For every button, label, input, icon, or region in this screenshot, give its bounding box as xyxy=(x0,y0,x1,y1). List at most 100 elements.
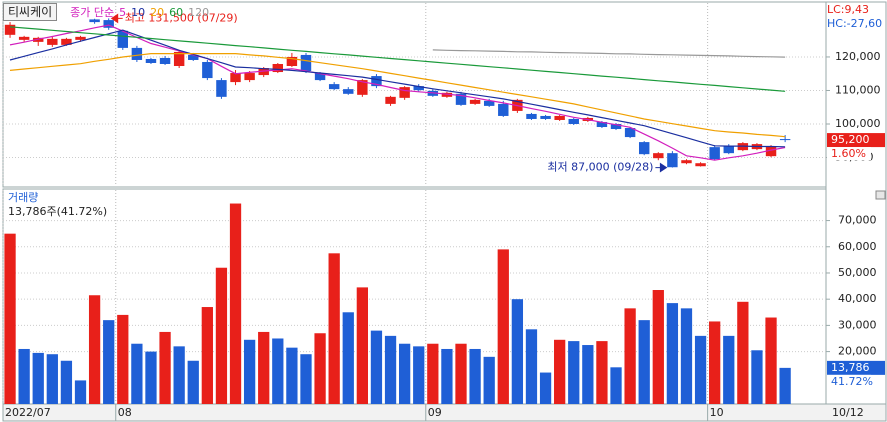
ma-label: 종가 단순 xyxy=(70,6,115,19)
candle-body xyxy=(385,96,396,104)
volume-bar xyxy=(497,249,509,404)
volume-bar xyxy=(201,307,213,404)
candle-body xyxy=(695,163,706,167)
candle-body xyxy=(145,58,157,63)
last-date: 10/12 xyxy=(832,406,864,419)
volume-bar xyxy=(117,314,129,404)
volume-bar xyxy=(441,348,453,404)
x-tick-label: 2022/07 xyxy=(5,406,51,419)
moving-average xyxy=(9,26,786,92)
volume-bar xyxy=(694,335,707,404)
legend-entry: 10 xyxy=(131,5,146,19)
volume-bar xyxy=(779,367,791,404)
volume-bar xyxy=(18,348,30,404)
legend-entry: 20 xyxy=(150,5,165,19)
candle-body xyxy=(230,73,241,83)
legend-entry: 60 xyxy=(169,5,184,19)
volume-bar xyxy=(215,267,228,404)
volume-bar xyxy=(60,360,73,404)
volume-bar xyxy=(32,352,44,404)
indicator: HC:-27,60 xyxy=(827,17,882,30)
low-arrow xyxy=(655,162,668,173)
candle-body xyxy=(371,76,382,87)
moving-average xyxy=(9,24,786,161)
candle-body xyxy=(159,57,171,64)
indicator: LC:9,43 xyxy=(827,3,869,16)
candle-body xyxy=(4,24,16,35)
candle-body xyxy=(244,73,255,81)
y-tick-label: 120,000 xyxy=(835,50,881,63)
volume-bar xyxy=(159,331,171,404)
stock-name: 티씨케이 xyxy=(3,3,58,21)
candle-body xyxy=(483,100,495,106)
volume-bar xyxy=(46,354,58,404)
y-tick-label: 110,000 xyxy=(835,83,881,96)
volume-bar xyxy=(258,331,270,404)
candle-body xyxy=(89,19,100,23)
change: 1.60% xyxy=(831,147,866,160)
volume-bar xyxy=(427,343,439,404)
volume-bar xyxy=(610,367,622,404)
candle-body xyxy=(47,38,58,45)
last-volume-box xyxy=(827,360,885,375)
volume-bar xyxy=(568,341,580,404)
candle-body xyxy=(357,80,368,95)
volume-bar xyxy=(652,290,664,404)
volume-ratio: 41.72% xyxy=(831,375,873,388)
volume-bar xyxy=(398,343,411,404)
x-tick-label: 10 xyxy=(710,406,724,419)
volume-bar xyxy=(173,346,185,404)
volume-bar xyxy=(272,338,284,404)
volume-subtitle: 13,786주(41.72%) xyxy=(8,205,107,218)
volume-bar xyxy=(554,339,566,404)
candle-body xyxy=(498,103,509,116)
volume-bar xyxy=(103,320,115,404)
y-tick-label: 70,000 xyxy=(838,214,877,227)
candle-body xyxy=(540,115,551,119)
volume-bar xyxy=(723,335,735,404)
candle-body xyxy=(413,86,424,91)
y-tick-label: 50,000 xyxy=(838,266,877,279)
volume-bar xyxy=(286,347,298,404)
volume-bar xyxy=(751,350,763,404)
legend-entry: 120 xyxy=(188,5,210,19)
volume-bar xyxy=(328,253,340,404)
candle-body xyxy=(624,128,636,138)
volume-bar xyxy=(4,233,16,404)
volume-bar xyxy=(145,351,157,404)
candle-body xyxy=(638,142,650,155)
candle-body xyxy=(286,56,298,67)
candle-body xyxy=(131,47,143,60)
volume-bar xyxy=(243,339,256,404)
volume-bar xyxy=(88,295,101,404)
volume-bar xyxy=(483,356,495,404)
candle-body xyxy=(765,146,777,157)
volume-bar xyxy=(370,330,383,404)
volume-bar xyxy=(74,380,87,404)
candle-body xyxy=(526,113,537,119)
volume-bar xyxy=(131,343,143,404)
volume-bar xyxy=(300,354,312,404)
moving-average xyxy=(9,53,786,138)
candle-body xyxy=(61,38,72,45)
x-tick-label: 08 xyxy=(118,406,132,419)
candle-body xyxy=(709,147,720,160)
volume-bar xyxy=(342,312,354,404)
volume-bar xyxy=(737,301,749,404)
y-tick-label: 40,000 xyxy=(838,292,877,305)
candle-body xyxy=(188,54,199,60)
candle-body xyxy=(103,20,114,28)
moving-average xyxy=(432,49,786,58)
volume-bar xyxy=(469,348,481,404)
candle-body xyxy=(779,139,791,141)
panel-button[interactable] xyxy=(875,190,886,200)
volume-bar xyxy=(709,321,721,404)
candle-body xyxy=(554,115,565,120)
candle-body xyxy=(33,37,44,42)
last-price: 95,200 xyxy=(831,133,870,146)
candle-body xyxy=(681,160,692,164)
volume-bar xyxy=(638,320,650,404)
volume-bar xyxy=(511,299,524,404)
volume-bar xyxy=(229,203,242,404)
